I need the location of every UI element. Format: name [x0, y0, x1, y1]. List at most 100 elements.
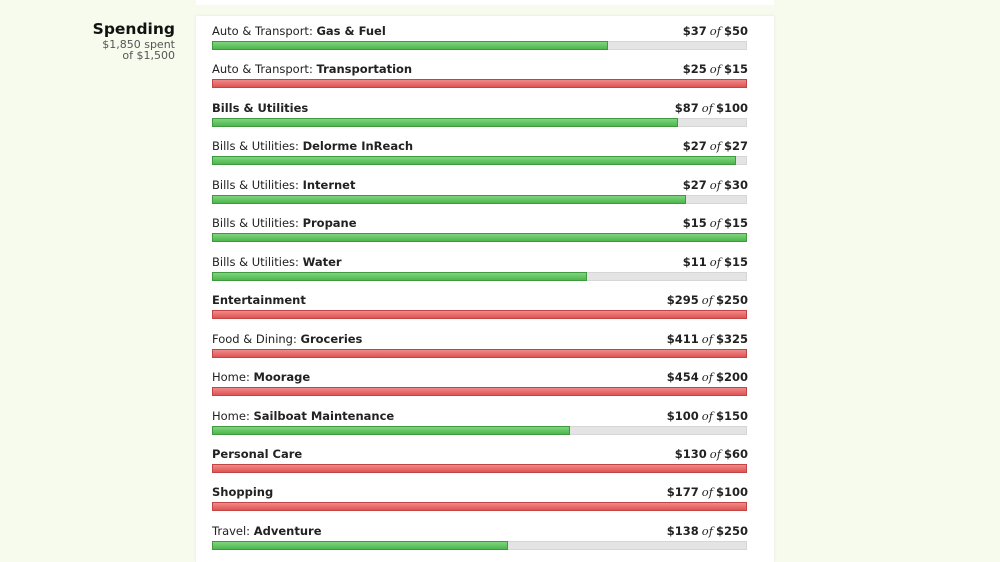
budget-row[interactable]: Auto & Transport: Gas & Fuel $37 of $50 — [212, 23, 748, 61]
of-label: of — [709, 216, 721, 231]
budget-value: $200 — [715, 370, 748, 385]
spent-value: $138 — [666, 523, 699, 538]
spent-value: $11 — [682, 254, 707, 269]
of-label: of — [709, 254, 721, 269]
budget-amount: $177 of $100 — [667, 484, 748, 500]
budget-progress-track — [212, 463, 747, 473]
budget-subcategory: Entertainment — [212, 293, 306, 308]
budget-row[interactable]: Bills & Utilities: Delorme InReach $27 of $… — [212, 138, 748, 176]
budget-progress-track — [212, 79, 747, 89]
spent-value: $454 — [666, 370, 699, 385]
spent-value: $411 — [666, 331, 699, 346]
budget-value: $250 — [715, 293, 748, 308]
budget-row[interactable]: Bills & Utilities $87 of $100 — [212, 100, 748, 138]
budget-progress-over — [212, 502, 747, 512]
budget-row[interactable]: Home: Sailboat Maintenance $100 of $150 — [212, 408, 748, 446]
budget-progress-track — [212, 348, 747, 358]
budget-amount: $138 of $250 — [667, 523, 748, 539]
budget-row[interactable]: Bills & Utilities: Internet $27 of $30 — [212, 177, 748, 215]
budget-value: $15 — [723, 216, 748, 231]
budget-progress-track — [212, 310, 747, 320]
budget-category[interactable]: Travel: Adventure — [212, 523, 322, 539]
budget-category[interactable]: Auto & Transport: Gas & Fuel — [212, 23, 386, 39]
of-label: of — [701, 523, 713, 538]
budget-progress-track — [212, 233, 747, 243]
of-label: of — [701, 293, 713, 308]
spent-value: $27 — [682, 139, 707, 154]
budget-row[interactable]: Entertainment $295 of $250 — [212, 292, 748, 330]
budget-subcategory: Adventure — [253, 523, 322, 538]
budget-subcategory: Bills & Utilities — [212, 100, 309, 115]
budget-category[interactable]: Home: Sailboat Maintenance — [212, 408, 394, 424]
budget-category[interactable]: Bills & Utilities — [212, 100, 308, 116]
budget-progress-track — [212, 502, 747, 512]
budget-row-header: Bills & Utilities: Internet $27 of $30 — [212, 177, 748, 193]
of-label: of — [709, 446, 721, 461]
budget-category[interactable]: Bills & Utilities: Delorme InReach — [212, 138, 413, 154]
budget-progress-track — [212, 425, 747, 435]
budget-parent-category: Bills & Utilities: — [212, 254, 303, 269]
spent-value: $177 — [666, 485, 699, 500]
budget-subcategory: Propane — [302, 216, 357, 231]
budget-amount: $27 of $27 — [683, 138, 748, 154]
budget-subcategory: Delorme InReach — [302, 139, 414, 154]
budget-category[interactable]: Shopping — [212, 484, 273, 500]
budget-row-header: Home: Sailboat Maintenance $100 of $150 — [212, 408, 748, 424]
budget-row[interactable]: Travel: Adventure $138 of $250 — [212, 523, 748, 561]
spent-value: $100 — [666, 408, 699, 423]
budget-subcategory: Transportation — [316, 62, 413, 77]
budget-parent-category: Auto & Transport: — [212, 24, 317, 38]
budget-category[interactable]: Personal Care — [212, 446, 302, 462]
budget-category[interactable]: Auto & Transport: Transportation — [212, 61, 412, 77]
budget-amount: $27 of $30 — [683, 177, 748, 193]
budget-amount: $87 of $100 — [675, 100, 748, 116]
budget-category[interactable]: Bills & Utilities: Propane — [212, 215, 357, 231]
budget-progress-track — [212, 387, 747, 397]
budget-row-header: Bills & Utilities: Delorme InReach $27 of $… — [212, 138, 748, 154]
budget-subcategory: Groceries — [300, 331, 363, 346]
budget-value: $250 — [715, 523, 748, 538]
of-label: of — [709, 24, 721, 38]
budget-parent-category: Bills & Utilities: — [212, 216, 303, 231]
spent-value: $25 — [682, 62, 707, 77]
budget-parent-category: Bills & Utilities: — [212, 177, 303, 192]
spending-summary: Spending $1,850 spent of $1,500 — [60, 20, 175, 61]
budget-row[interactable]: Food & Dining: Groceries $411 of $325 — [212, 331, 748, 369]
budget-row[interactable]: Shopping $177 of $100 — [212, 484, 748, 522]
budget-parent-category: Auto & Transport: — [212, 62, 317, 77]
budget-row[interactable]: Personal Care $130 of $60 — [212, 446, 748, 484]
budget-category[interactable]: Entertainment — [212, 292, 306, 308]
panel-top-edge — [196, 0, 774, 5]
budget-progress-fill — [212, 156, 737, 166]
budget-category[interactable]: Food & Dining: Groceries — [212, 331, 362, 347]
budget-row[interactable]: Bills & Utilities: Propane $15 of $15 — [212, 215, 748, 253]
budget-progress-fill — [212, 194, 686, 204]
budget-amount: $130 of $60 — [675, 446, 748, 462]
budget-value: $60 — [723, 446, 748, 461]
budget-row[interactable]: Auto & Transport: Transportation $25 of $15 — [212, 61, 748, 99]
budget-category[interactable]: Bills & Utilities: Water — [212, 254, 342, 270]
budget-progress-fill — [212, 41, 609, 50]
budget-progress-track — [212, 194, 747, 204]
budget-parent-category: Bills & Utilities: — [212, 139, 303, 154]
budget-category[interactable]: Bills & Utilities: Internet — [212, 177, 355, 193]
budget-value: $30 — [723, 177, 748, 192]
spent-value: $15 — [682, 216, 707, 231]
budget-amount: $454 of $200 — [667, 369, 748, 385]
budget-subcategory: Gas & Fuel — [316, 24, 386, 38]
budget-row[interactable]: Home: Moorage $454 of $200 — [212, 369, 748, 407]
budget-progress-track — [212, 271, 747, 281]
budget-row-header: Personal Care $130 of $60 — [212, 446, 748, 462]
budget-amount: $295 of $250 — [667, 292, 748, 308]
budget-row-header: Travel: Adventure $138 of $250 — [212, 523, 748, 539]
budget-row[interactable]: Bills & Utilities: Water $11 of $15 — [212, 254, 748, 292]
budget-progress-track — [212, 117, 747, 127]
budget-row-header: Entertainment $295 of $250 — [212, 292, 748, 308]
budget-progress-over — [212, 348, 747, 358]
spent-value: $27 — [682, 177, 707, 192]
budget-parent-category: Home: — [212, 370, 254, 385]
budget-row-header: Bills & Utilities: Propane $15 of $15 — [212, 215, 748, 231]
budget-subcategory: Internet — [302, 177, 356, 192]
budget-progress-track — [212, 156, 747, 166]
budget-category[interactable]: Home: Moorage — [212, 369, 310, 385]
